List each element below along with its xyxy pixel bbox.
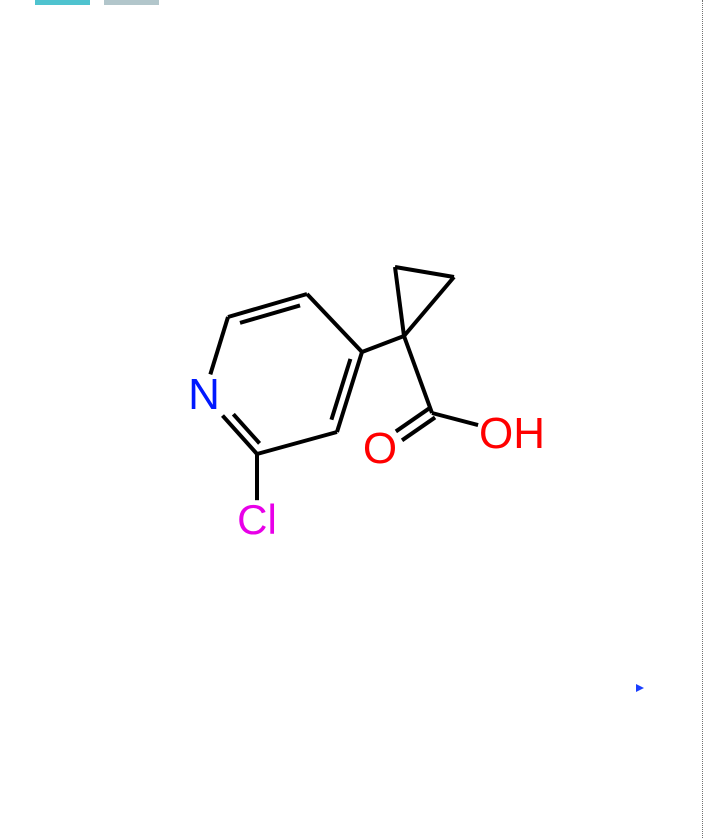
atom-label-oeq: O [363,424,397,474]
atom-label-n: N [188,370,220,420]
top-strip [104,0,159,5]
molecule-svg [0,0,716,838]
atom-label-cl: Cl [237,496,277,544]
play-icon[interactable] [636,684,644,692]
diagram-canvas: N Cl O OH [0,0,716,838]
atom-label-oh: OH [479,409,545,459]
top-strip [35,0,90,5]
